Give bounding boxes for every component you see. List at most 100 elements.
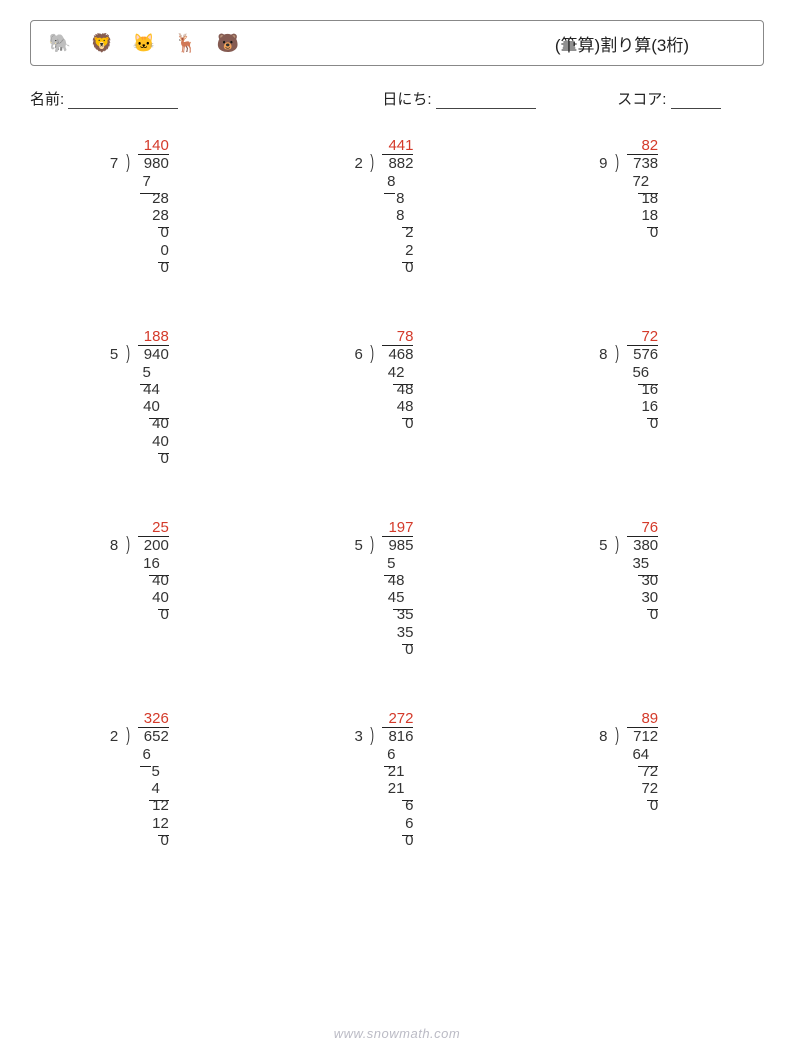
work-step: 48 bbox=[380, 572, 413, 589]
work-step: 2 bbox=[380, 242, 413, 259]
work-step: 16 bbox=[136, 555, 169, 572]
date-label: 日にち: bbox=[382, 91, 431, 108]
score-underline bbox=[671, 94, 721, 109]
work-step: 40 bbox=[136, 433, 169, 450]
quotient: 89 bbox=[625, 710, 658, 727]
division-problem: 4412)882888220 bbox=[275, 137, 520, 276]
division-bracket-icon: ) bbox=[615, 725, 619, 747]
work-step: 8 bbox=[380, 173, 413, 190]
division-problem: 898)7126472720 bbox=[519, 710, 764, 849]
divisor: 5 bbox=[110, 346, 118, 363]
division-bracket-icon: ) bbox=[126, 534, 130, 556]
work-step: 35 bbox=[380, 606, 413, 623]
division-bracket-icon: ) bbox=[126, 725, 130, 747]
work-step: 56 bbox=[625, 364, 658, 381]
work-step: 16 bbox=[625, 381, 658, 398]
dividend: 380 bbox=[633, 537, 658, 554]
date-field: 日にち: bbox=[382, 88, 617, 109]
dividend-row: 2)882 bbox=[380, 155, 413, 172]
work-step: 72 bbox=[625, 780, 658, 797]
division-bracket-icon: ) bbox=[371, 534, 375, 556]
divisor: 3 bbox=[354, 728, 362, 745]
work-step: 12 bbox=[136, 797, 169, 814]
division-bracket-icon: ) bbox=[371, 725, 375, 747]
name-underline bbox=[68, 94, 178, 109]
quotient: 441 bbox=[380, 137, 413, 154]
score-label: スコア: bbox=[617, 91, 666, 108]
info-row: 名前: 日にち: スコア: bbox=[30, 88, 764, 109]
work-step: 5 bbox=[136, 763, 169, 780]
work-step: 72 bbox=[625, 763, 658, 780]
dividend-row: 2)652 bbox=[136, 728, 169, 745]
work-step: 64 bbox=[625, 746, 658, 763]
work-step: 0 bbox=[380, 415, 413, 432]
division-problem: 1975)9855484535350 bbox=[275, 519, 520, 658]
divisor: 5 bbox=[599, 537, 607, 554]
divisor: 5 bbox=[354, 537, 362, 554]
work-step: 0 bbox=[136, 450, 169, 467]
division-bracket-icon: ) bbox=[371, 152, 375, 174]
dividend-row: 8)576 bbox=[625, 346, 658, 363]
dividend-row: 5)940 bbox=[136, 346, 169, 363]
lion-icon: 🦁 bbox=[87, 28, 117, 58]
work-step: 35 bbox=[625, 555, 658, 572]
work-step: 0 bbox=[136, 224, 169, 241]
quotient: 78 bbox=[380, 328, 413, 345]
worksheet-title: (筆算)割り算(3桁) bbox=[555, 31, 689, 56]
work-step: 40 bbox=[136, 572, 169, 589]
work-step: 4 bbox=[136, 780, 169, 797]
quotient: 326 bbox=[136, 710, 169, 727]
problem-grid: 1407)980728280004412)882888220829)738721… bbox=[30, 137, 764, 849]
work-step: 72 bbox=[625, 173, 658, 190]
work-step: 6 bbox=[380, 746, 413, 763]
quotient: 72 bbox=[625, 328, 658, 345]
work-step: 7 bbox=[136, 173, 169, 190]
division-bracket-icon: ) bbox=[615, 152, 619, 174]
work-step: 48 bbox=[380, 398, 413, 415]
work-step: 0 bbox=[380, 641, 413, 658]
cat-icon: 🐱 bbox=[129, 28, 159, 58]
dividend: 980 bbox=[144, 155, 169, 172]
dividend: 816 bbox=[388, 728, 413, 745]
quotient: 197 bbox=[380, 519, 413, 536]
dividend: 985 bbox=[388, 537, 413, 554]
icon-row: 🐘🦁🐱🦌🐻 bbox=[45, 28, 243, 58]
division-bracket-icon: ) bbox=[126, 152, 130, 174]
dividend-row: 8)200 bbox=[136, 537, 169, 554]
work-step: 21 bbox=[380, 780, 413, 797]
dividend-row: 5)985 bbox=[380, 537, 413, 554]
division-bracket-icon: ) bbox=[371, 343, 375, 365]
dividend: 652 bbox=[144, 728, 169, 745]
work-step: 18 bbox=[625, 207, 658, 224]
division-problem: 2723)81662121660 bbox=[275, 710, 520, 849]
bear-icon: 🐻 bbox=[213, 28, 243, 58]
division-problem: 765)3803530300 bbox=[519, 519, 764, 658]
work-step: 40 bbox=[136, 398, 169, 415]
work-step: 40 bbox=[136, 589, 169, 606]
division-problem: 1407)98072828000 bbox=[30, 137, 275, 276]
divisor: 9 bbox=[599, 155, 607, 172]
divisor: 2 bbox=[354, 155, 362, 172]
date-underline bbox=[436, 94, 536, 109]
dividend: 200 bbox=[144, 537, 169, 554]
work-step: 18 bbox=[625, 190, 658, 207]
work-step: 8 bbox=[380, 190, 413, 207]
work-step: 0 bbox=[625, 224, 658, 241]
work-step: 5 bbox=[136, 364, 169, 381]
work-step: 35 bbox=[380, 624, 413, 641]
work-step: 0 bbox=[625, 415, 658, 432]
divisor: 2 bbox=[110, 728, 118, 745]
dividend-row: 9)738 bbox=[625, 155, 658, 172]
dividend: 738 bbox=[633, 155, 658, 172]
work-step: 21 bbox=[380, 763, 413, 780]
quotient: 272 bbox=[380, 710, 413, 727]
dividend: 576 bbox=[633, 346, 658, 363]
dividend-row: 5)380 bbox=[625, 537, 658, 554]
work-step: 42 bbox=[380, 364, 413, 381]
work-step: 16 bbox=[625, 398, 658, 415]
work-step: 0 bbox=[625, 797, 658, 814]
division-problem: 3262)65265412120 bbox=[30, 710, 275, 849]
work-step: 5 bbox=[380, 555, 413, 572]
work-step: 0 bbox=[136, 259, 169, 276]
elephant-icon: 🐘 bbox=[45, 28, 75, 58]
